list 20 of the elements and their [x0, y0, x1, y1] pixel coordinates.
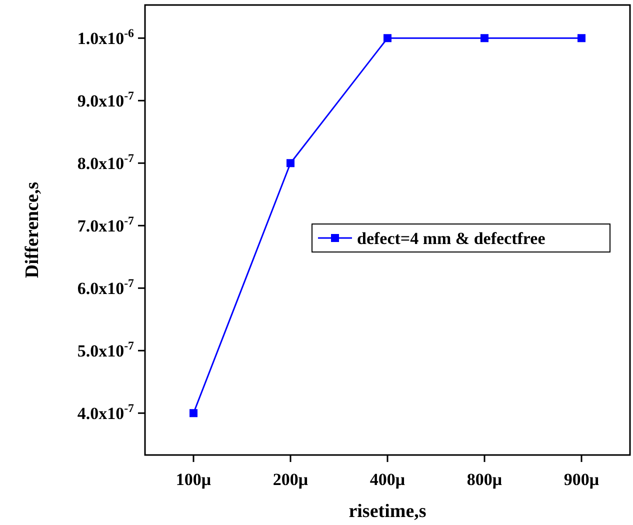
y-tick-label: 8.0x10$^{-7}$ — [77, 151, 134, 174]
y-tick-label: 6.0x10$^{-7}$ — [77, 276, 134, 298]
y-tick-label: 5.0x10$^{-7}$ — [77, 338, 134, 361]
x-tick-label: 400μ — [370, 470, 406, 489]
y-tick-label: 1.0x10$^{-6}$ — [77, 26, 134, 48]
y-axis-title: Difference,s — [22, 182, 43, 278]
x-axis-title: risetime,s — [348, 501, 426, 522]
x-tick-label: 900μ — [564, 470, 600, 489]
y-tick-label: 4.0x10$^{-7}$ — [77, 401, 134, 424]
point — [190, 409, 198, 418]
point — [480, 34, 488, 42]
legend-label: defect=4 mm & defectfree — [357, 229, 546, 248]
x-tick-label: 800μ — [466, 470, 502, 489]
y-tick-label: 9.0x10$^{-7}$ — [77, 88, 134, 111]
point — [384, 34, 392, 42]
x-tick-label: 100μ — [176, 470, 212, 489]
point — [286, 159, 294, 168]
x-tick-label: 200μ — [272, 470, 308, 489]
y-tick-label: 7.0x10$^{-7}$ — [77, 214, 134, 236]
point — [578, 34, 586, 42]
